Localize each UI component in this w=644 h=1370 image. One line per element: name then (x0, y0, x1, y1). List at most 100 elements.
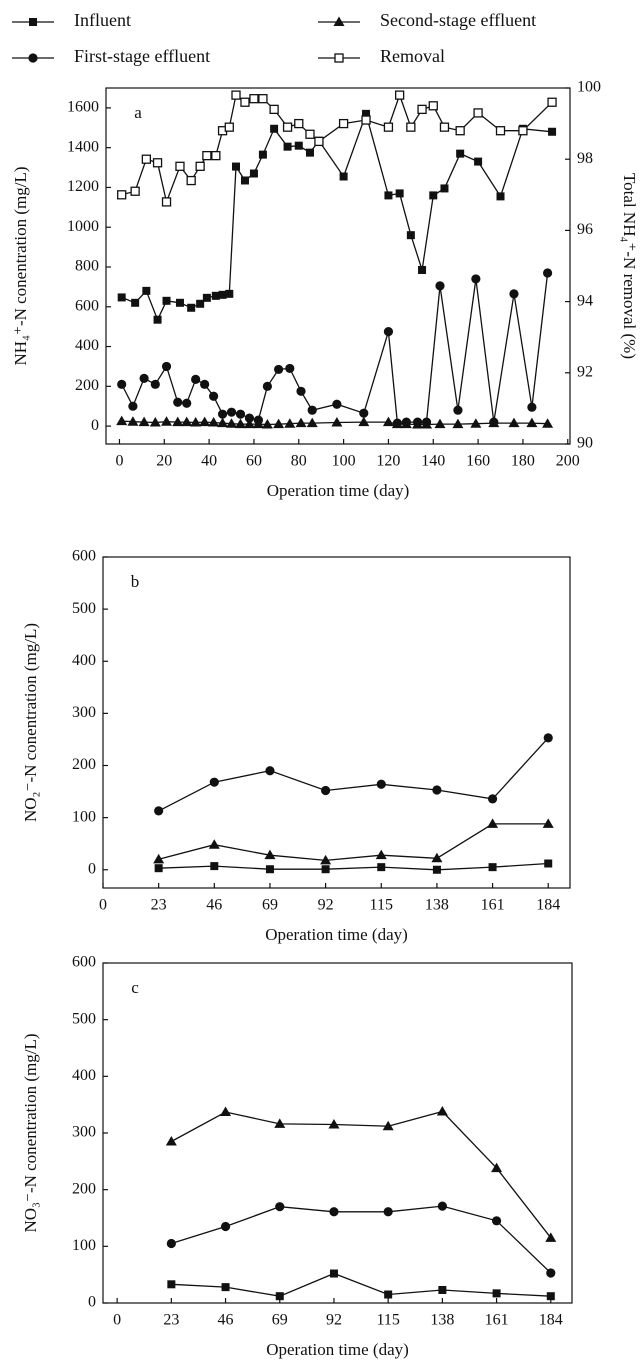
series-line (121, 93, 553, 205)
marker-triangle (328, 1119, 340, 1129)
series-line (158, 737, 549, 812)
marker-circle (542, 268, 553, 278)
x-tick-label: 69 (272, 1312, 288, 1329)
marker-triangle (545, 1232, 557, 1242)
marker-triangle (172, 416, 184, 427)
marker-triangle (542, 418, 554, 428)
marker-open-square (361, 115, 371, 125)
x-tick-label: 0 (115, 453, 123, 470)
marker-square (362, 109, 371, 118)
x-tick-label: 40 (201, 453, 217, 470)
marker-triangle (470, 418, 482, 428)
marker-open-square (141, 154, 151, 164)
marker-circle (329, 1207, 339, 1217)
marker-triangle (261, 419, 273, 429)
y-tick-label: 600 (72, 548, 96, 565)
marker-triangle (116, 415, 128, 426)
marker-circle (209, 777, 219, 787)
marker-triangle (208, 839, 220, 849)
x-tick-label: 140 (421, 453, 445, 470)
panel: 0 23 46 69 92 115 138 161 184 0 100 200 300 400 500 600… (21, 548, 571, 944)
marker-circle (487, 794, 498, 804)
y-tick-label: 1400 (67, 138, 99, 155)
panel-label: b (131, 572, 140, 591)
marker-circle (28, 53, 38, 63)
marker-circle (421, 417, 432, 427)
marker-open-square (495, 126, 506, 136)
marker-square (429, 191, 438, 200)
marker-open-square (518, 126, 528, 136)
marker-circle (376, 779, 386, 789)
series-line (158, 823, 549, 862)
marker-circle (200, 379, 210, 389)
marker-triangle (217, 417, 229, 428)
marker-circle (275, 1202, 285, 1212)
marker-circle (285, 363, 295, 374)
marker-triangle (436, 1105, 448, 1116)
marker-circle (412, 417, 423, 427)
marker-square (265, 865, 274, 874)
marker-square (187, 303, 196, 312)
marker-square (221, 1283, 230, 1292)
marker-circle (173, 397, 183, 407)
legend-label: First-stage effluent (74, 46, 210, 66)
marker-open-square (334, 53, 344, 63)
series-line (171, 1205, 552, 1274)
marker-open-square (305, 129, 315, 139)
marker-square (474, 157, 483, 166)
x-tick-label: 115 (376, 1312, 399, 1329)
marker-triangle (508, 417, 520, 428)
marker-circle (166, 1238, 176, 1249)
marker-circle (191, 374, 201, 384)
y-tick-label: 1000 (67, 218, 99, 235)
y-axis-title: NO₃⁻-N conentration (mg/L) (21, 1033, 40, 1232)
marker-circle (392, 418, 403, 428)
marker-circle (253, 415, 264, 425)
marker-square (432, 865, 441, 874)
y-tick-label: 500 (72, 1010, 96, 1027)
marker-triangle (190, 417, 202, 427)
panel-label: a (134, 103, 142, 122)
marker-open-square (406, 122, 416, 132)
x-tick-label: 46 (206, 897, 222, 914)
marker-square (202, 293, 211, 302)
y-tick-label: 400 (72, 652, 96, 669)
marker-open-square (383, 122, 394, 132)
marker-square (131, 298, 140, 307)
y-tick-label: 1200 (67, 178, 99, 195)
series-line (158, 862, 549, 871)
marker-circle (437, 1201, 447, 1211)
x-tick-label: 138 (425, 897, 449, 914)
marker-square (305, 148, 314, 157)
marker-circle (471, 274, 481, 284)
marker-open-square (195, 161, 205, 171)
x-tick-label: 160 (466, 453, 490, 470)
marker-open-square (455, 126, 465, 136)
marker-triangle (542, 818, 554, 828)
marker-square (218, 290, 227, 299)
marker-circle (235, 409, 246, 419)
x-tick-label: 161 (485, 1312, 509, 1329)
marker-open-square (186, 175, 196, 186)
x-tick-label: 184 (539, 1312, 563, 1329)
y2-axis-title: Total NH₄⁺-N removal (%) (620, 173, 639, 359)
marker-triangle (487, 818, 499, 828)
marker-square (488, 863, 497, 872)
legend-label: Removal (380, 46, 445, 66)
marker-circle (321, 785, 331, 796)
marker-triangle (434, 418, 446, 429)
marker-square (496, 192, 505, 201)
marker-open-square (152, 158, 163, 168)
marker-square (162, 296, 171, 305)
y-tick-label: 100 (72, 808, 96, 825)
y-tick-label: 300 (72, 704, 96, 721)
y-axis-title: NO₂⁻-N conentration (mg/L) (21, 623, 40, 822)
y-tick-label: 400 (72, 1067, 96, 1084)
y-tick-label: 500 (72, 600, 96, 617)
x-axis-title: Operation time (day) (266, 1340, 409, 1359)
x-tick-label: 92 (326, 1312, 342, 1329)
x-tick-label: 120 (376, 453, 400, 470)
marker-open-square (282, 122, 293, 132)
marker-circle (154, 806, 164, 816)
marker-circle (244, 413, 255, 423)
